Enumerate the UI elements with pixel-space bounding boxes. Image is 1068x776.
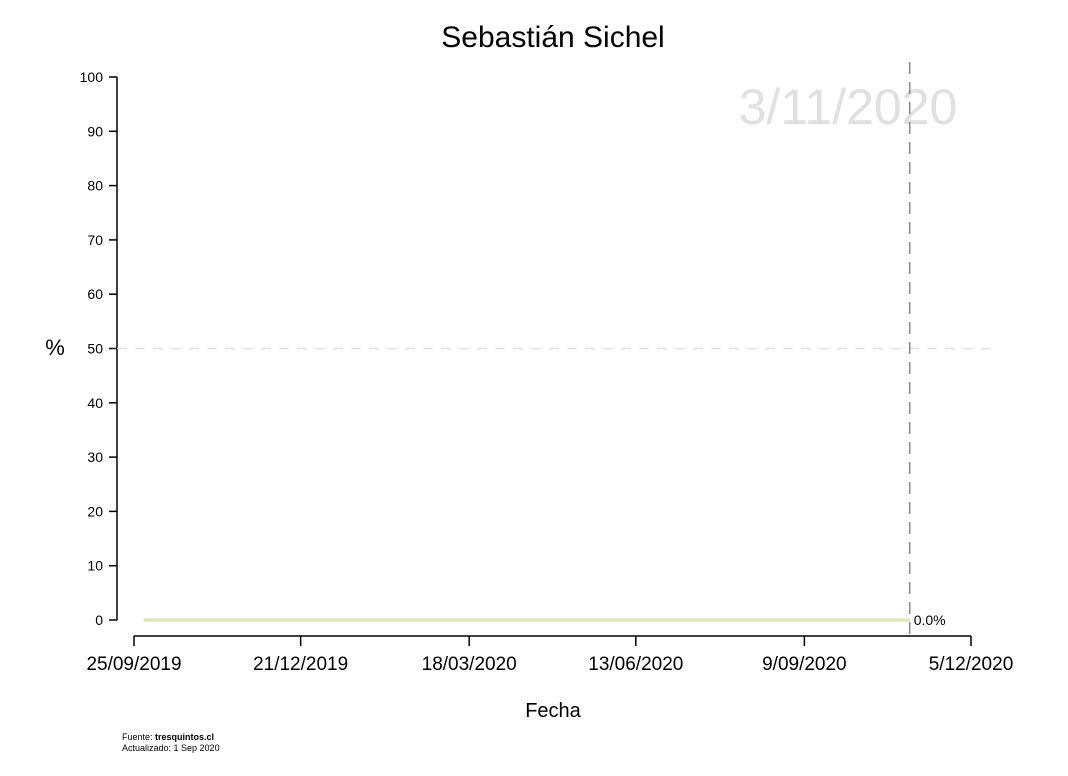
x-tick-label: 9/09/2020	[762, 654, 847, 675]
y-axis-label: %	[45, 335, 65, 360]
x-tick-label: 5/12/2020	[929, 654, 1014, 675]
x-tick-label: 13/06/2020	[588, 654, 683, 675]
source-line: Fuente: tresquintos.cl	[122, 732, 220, 743]
chart-title: Sebastián Sichel	[441, 21, 664, 54]
y-tick-label: 10	[87, 558, 103, 574]
y-tick-label: 60	[87, 286, 103, 302]
footer: Fuente: tresquintos.cl Actualizado: 1 Se…	[122, 732, 220, 754]
y-axis: 0 10 20 30 40 50 60 70 80 90 100	[80, 69, 118, 628]
y-tick-label: 20	[87, 503, 103, 519]
series-group: 0.0%	[143, 612, 946, 628]
x-axis: 25/09/2019 21/12/2019 18/03/2020 13/06/2020…	[86, 635, 1014, 675]
y-tick-label: 90	[87, 123, 103, 139]
updated-line: Actualizado: 1 Sep 2020	[122, 743, 220, 753]
reference-lines	[117, 62, 990, 636]
y-tick-label: 30	[87, 449, 103, 465]
y-tick-label: 100	[80, 69, 104, 85]
x-tick-label: 21/12/2019	[253, 654, 348, 675]
source-site: tresquintos.cl	[155, 732, 215, 742]
x-tick-label: 18/03/2020	[422, 654, 517, 675]
series-end-label: 0.0%	[914, 612, 946, 628]
source-prefix: Fuente:	[122, 732, 156, 742]
x-axis-label: Fecha	[525, 700, 581, 722]
event-date-label: 3/11/2020	[739, 79, 958, 135]
y-tick-label: 0	[95, 612, 103, 628]
y-tick-label: 70	[87, 232, 103, 248]
y-tick-label: 50	[87, 341, 103, 357]
y-tick-label: 80	[87, 178, 103, 194]
x-tick-label: 25/09/2019	[86, 654, 181, 675]
y-tick-label: 40	[87, 395, 103, 411]
